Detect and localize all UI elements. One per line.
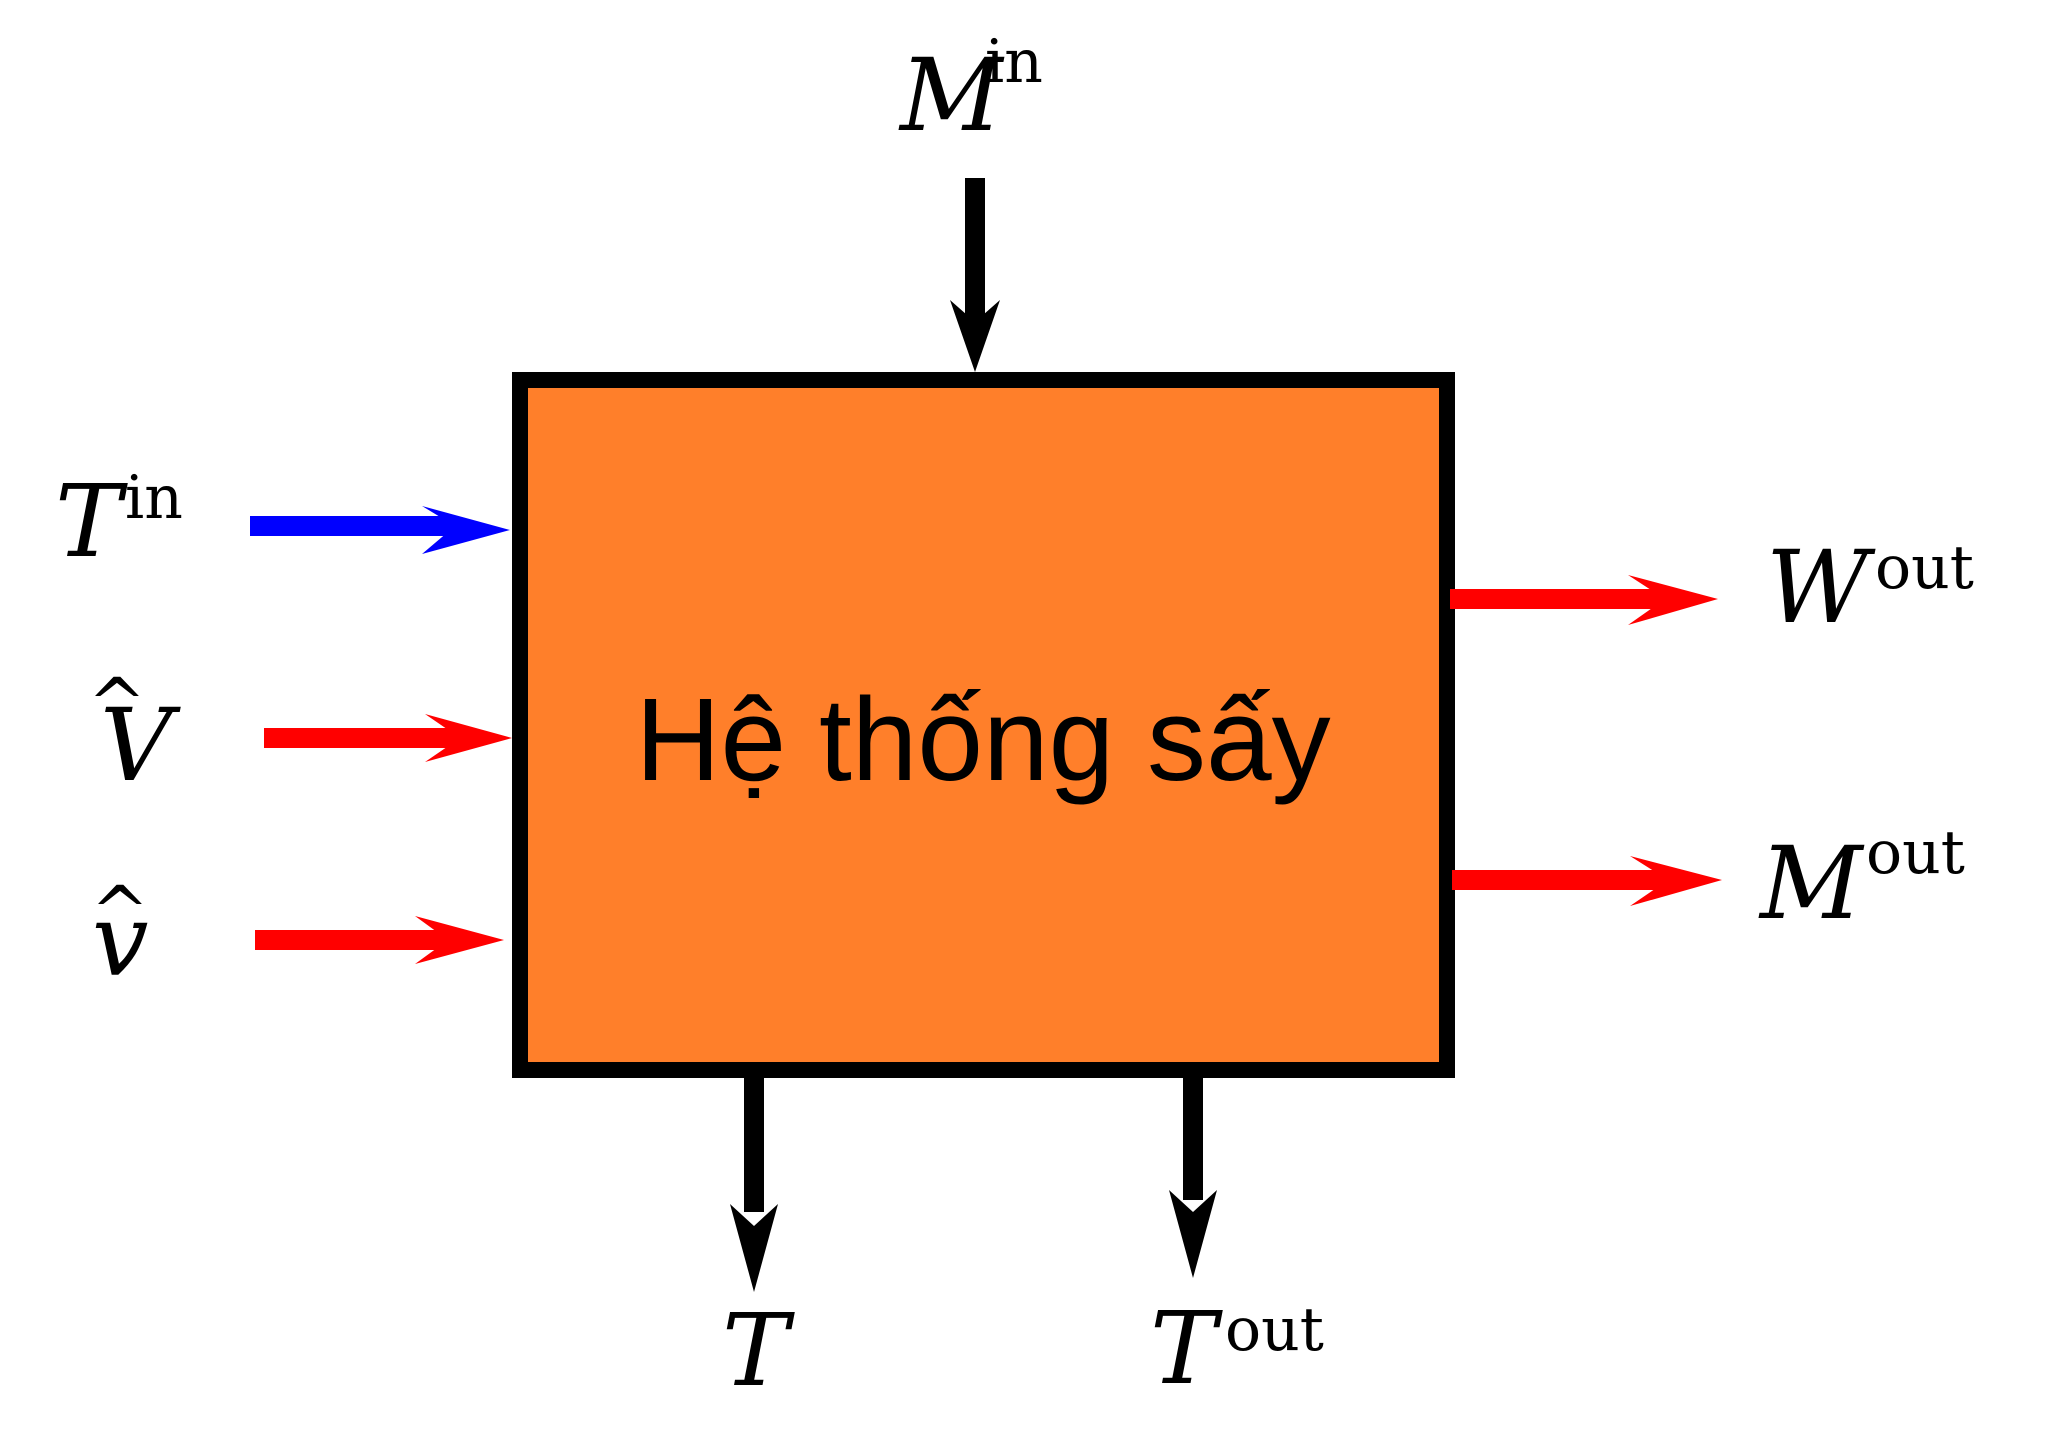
svg-text:T: T — [1150, 1290, 1223, 1407]
svg-text:T: T — [722, 1292, 795, 1409]
arrow-m-out — [1452, 856, 1722, 906]
label-m-out: M out — [1758, 818, 1965, 942]
label-m-in: M in — [898, 27, 1043, 154]
svg-text:out: out — [1225, 1295, 1324, 1365]
system-block — [512, 372, 1455, 1078]
svg-text:out: out — [1875, 533, 1974, 603]
svg-text:W: W — [1766, 529, 1876, 646]
label-v-hat-lower: ^ v — [91, 871, 150, 999]
svg-text:M: M — [1758, 825, 1865, 942]
label-t-in: T in — [55, 463, 183, 580]
svg-text:T: T — [55, 463, 128, 580]
label-t-out: T out — [1150, 1290, 1324, 1407]
arrow-t-in — [250, 506, 510, 554]
arrow-m-in — [950, 178, 1000, 372]
arrow-v-hat-upper — [264, 714, 512, 762]
arrow-w-out — [1450, 575, 1718, 625]
svg-text:in: in — [125, 463, 183, 533]
arrow-t — [730, 1075, 778, 1292]
svg-text:^: ^ — [91, 871, 150, 953]
svg-text:M: M — [898, 37, 1005, 154]
svg-text:out: out — [1866, 818, 1965, 888]
label-t: T — [722, 1292, 795, 1409]
arrow-v-hat-lower — [255, 916, 504, 964]
svg-text:V: V — [100, 687, 181, 804]
label-v-hat-upper: ^ V — [88, 663, 181, 804]
svg-text:^: ^ — [88, 663, 147, 745]
svg-text:v: v — [92, 882, 149, 999]
arrow-t-out — [1169, 1075, 1217, 1278]
svg-text:in: in — [985, 27, 1043, 97]
system-label: Hệ thống sấy — [635, 674, 1330, 806]
label-w-out: W out — [1766, 529, 1974, 646]
